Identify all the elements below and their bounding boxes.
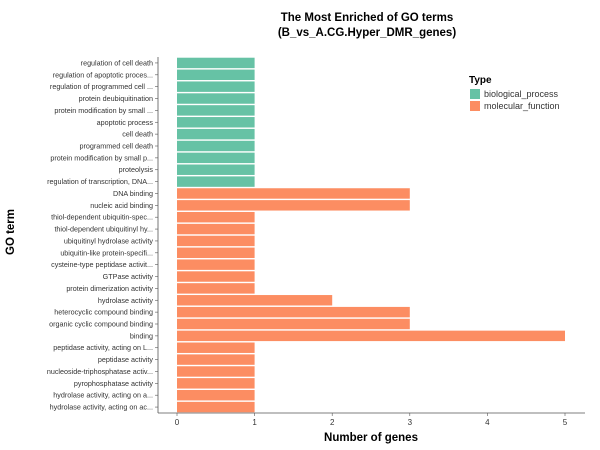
- y-tick-label: nucleoside-triphosphatase activ...: [47, 367, 153, 376]
- x-tick-label: 2: [330, 418, 335, 427]
- bar: [177, 283, 255, 294]
- bar: [177, 342, 255, 353]
- bar: [177, 57, 255, 69]
- y-tick-labels: regulation of cell death regulation of ap…: [47, 58, 158, 412]
- y-tick-label: regulation of transcription, DNA...: [47, 177, 153, 186]
- x-axis-label: Number of genes: [324, 432, 418, 444]
- y-tick-label: thiol-dependent ubiquitinyl hy...: [54, 225, 153, 234]
- bar: [177, 366, 255, 377]
- bar: [177, 140, 255, 152]
- bar: [177, 354, 255, 365]
- bar: [177, 271, 255, 282]
- bar: [177, 235, 255, 247]
- y-tick-label: protein modification by small ...: [54, 106, 153, 115]
- legend-swatch: [470, 101, 480, 111]
- y-tick-label: cell death: [122, 130, 153, 139]
- y-tick-label: proteolysis: [119, 165, 154, 174]
- bar: [177, 318, 410, 330]
- bar: [177, 211, 255, 223]
- x-tick-label: 5: [563, 418, 568, 427]
- bar: [177, 401, 255, 413]
- bar: [177, 247, 255, 259]
- y-tick-label: hydrolase activity, acting on a...: [53, 391, 153, 400]
- y-tick-label: thiol-dependent ubiquitin-spec...: [51, 213, 153, 222]
- legend: Type biological_process molecular_functio…: [469, 75, 560, 111]
- y-tick-label: peptidase activity: [98, 355, 154, 364]
- bar: [177, 81, 255, 92]
- bar: [177, 330, 565, 342]
- y-tick-label: DNA binding: [113, 189, 153, 198]
- bar: [177, 105, 255, 116]
- y-tick-label: regulation of cell death: [81, 58, 153, 67]
- bar: [177, 93, 255, 104]
- x-tick-label: 0: [175, 418, 180, 427]
- y-tick-label: hydrolase activity, acting on ac...: [50, 403, 153, 412]
- bar: [177, 188, 410, 199]
- y-tick-label: binding: [130, 331, 153, 340]
- y-tick-label: programmed cell death: [79, 142, 153, 151]
- y-tick-label: cysteine-type peptidase activit...: [51, 260, 153, 269]
- y-tick-label: peptidase activity, acting on L...: [53, 343, 153, 352]
- x-tick-label: 4: [485, 418, 490, 427]
- bar: [177, 152, 255, 164]
- bar: [177, 295, 333, 306]
- chart-title: The Most Enriched of GO terms: [281, 12, 454, 24]
- bar: [177, 259, 255, 270]
- y-tick-label: nucleic acid binding: [90, 201, 153, 210]
- y-tick-label: hydrolase activity: [98, 296, 154, 305]
- bar: [177, 389, 255, 401]
- x-tick-label: 3: [408, 418, 413, 427]
- legend-label: biological_process: [484, 89, 559, 99]
- y-tick-label: apoptotic process: [97, 118, 154, 127]
- bar: [177, 200, 410, 211]
- y-tick-label: heterocyclic compound binding: [54, 308, 153, 317]
- legend-swatch: [470, 89, 480, 99]
- bar: [177, 117, 255, 128]
- y-tick-label: regulation of apoptotic proces...: [53, 70, 153, 79]
- y-tick-label: protein deubiquitination: [79, 94, 153, 103]
- bar: [177, 378, 255, 389]
- y-axis-label: GO term: [5, 209, 17, 255]
- bar: [177, 69, 255, 81]
- bar: [177, 164, 255, 175]
- x-tick-label: 1: [252, 418, 257, 427]
- chart-subtitle: (B_vs_A.CG.Hyper_DMR_genes): [278, 27, 456, 39]
- bar: [177, 306, 410, 318]
- y-tick-label: GTPase activity: [103, 272, 154, 281]
- y-tick-label: ubiquitinyl hydrolase activity: [64, 236, 153, 245]
- y-tick-label: protein dimerization activity: [66, 284, 153, 293]
- legend-label: molecular_function: [484, 101, 560, 111]
- legend-title: Type: [469, 75, 492, 86]
- y-tick-label: protein modification by small p...: [50, 153, 153, 162]
- y-tick-label: regulation of programmed cell ...: [50, 82, 153, 91]
- bar: [177, 128, 255, 140]
- legend-items: biological_process molecular_function: [470, 89, 560, 111]
- bars-layer: [177, 57, 565, 413]
- y-tick-label: ubiquitin-like protein-specifi...: [60, 248, 153, 257]
- y-tick-label: pyrophosphatase activity: [74, 379, 154, 388]
- y-tick-label: organic cyclic compound binding: [49, 320, 153, 329]
- x-tick-labels: 0 1 2 3 4 5: [175, 413, 568, 427]
- bar: [177, 223, 255, 235]
- bar: [177, 176, 255, 187]
